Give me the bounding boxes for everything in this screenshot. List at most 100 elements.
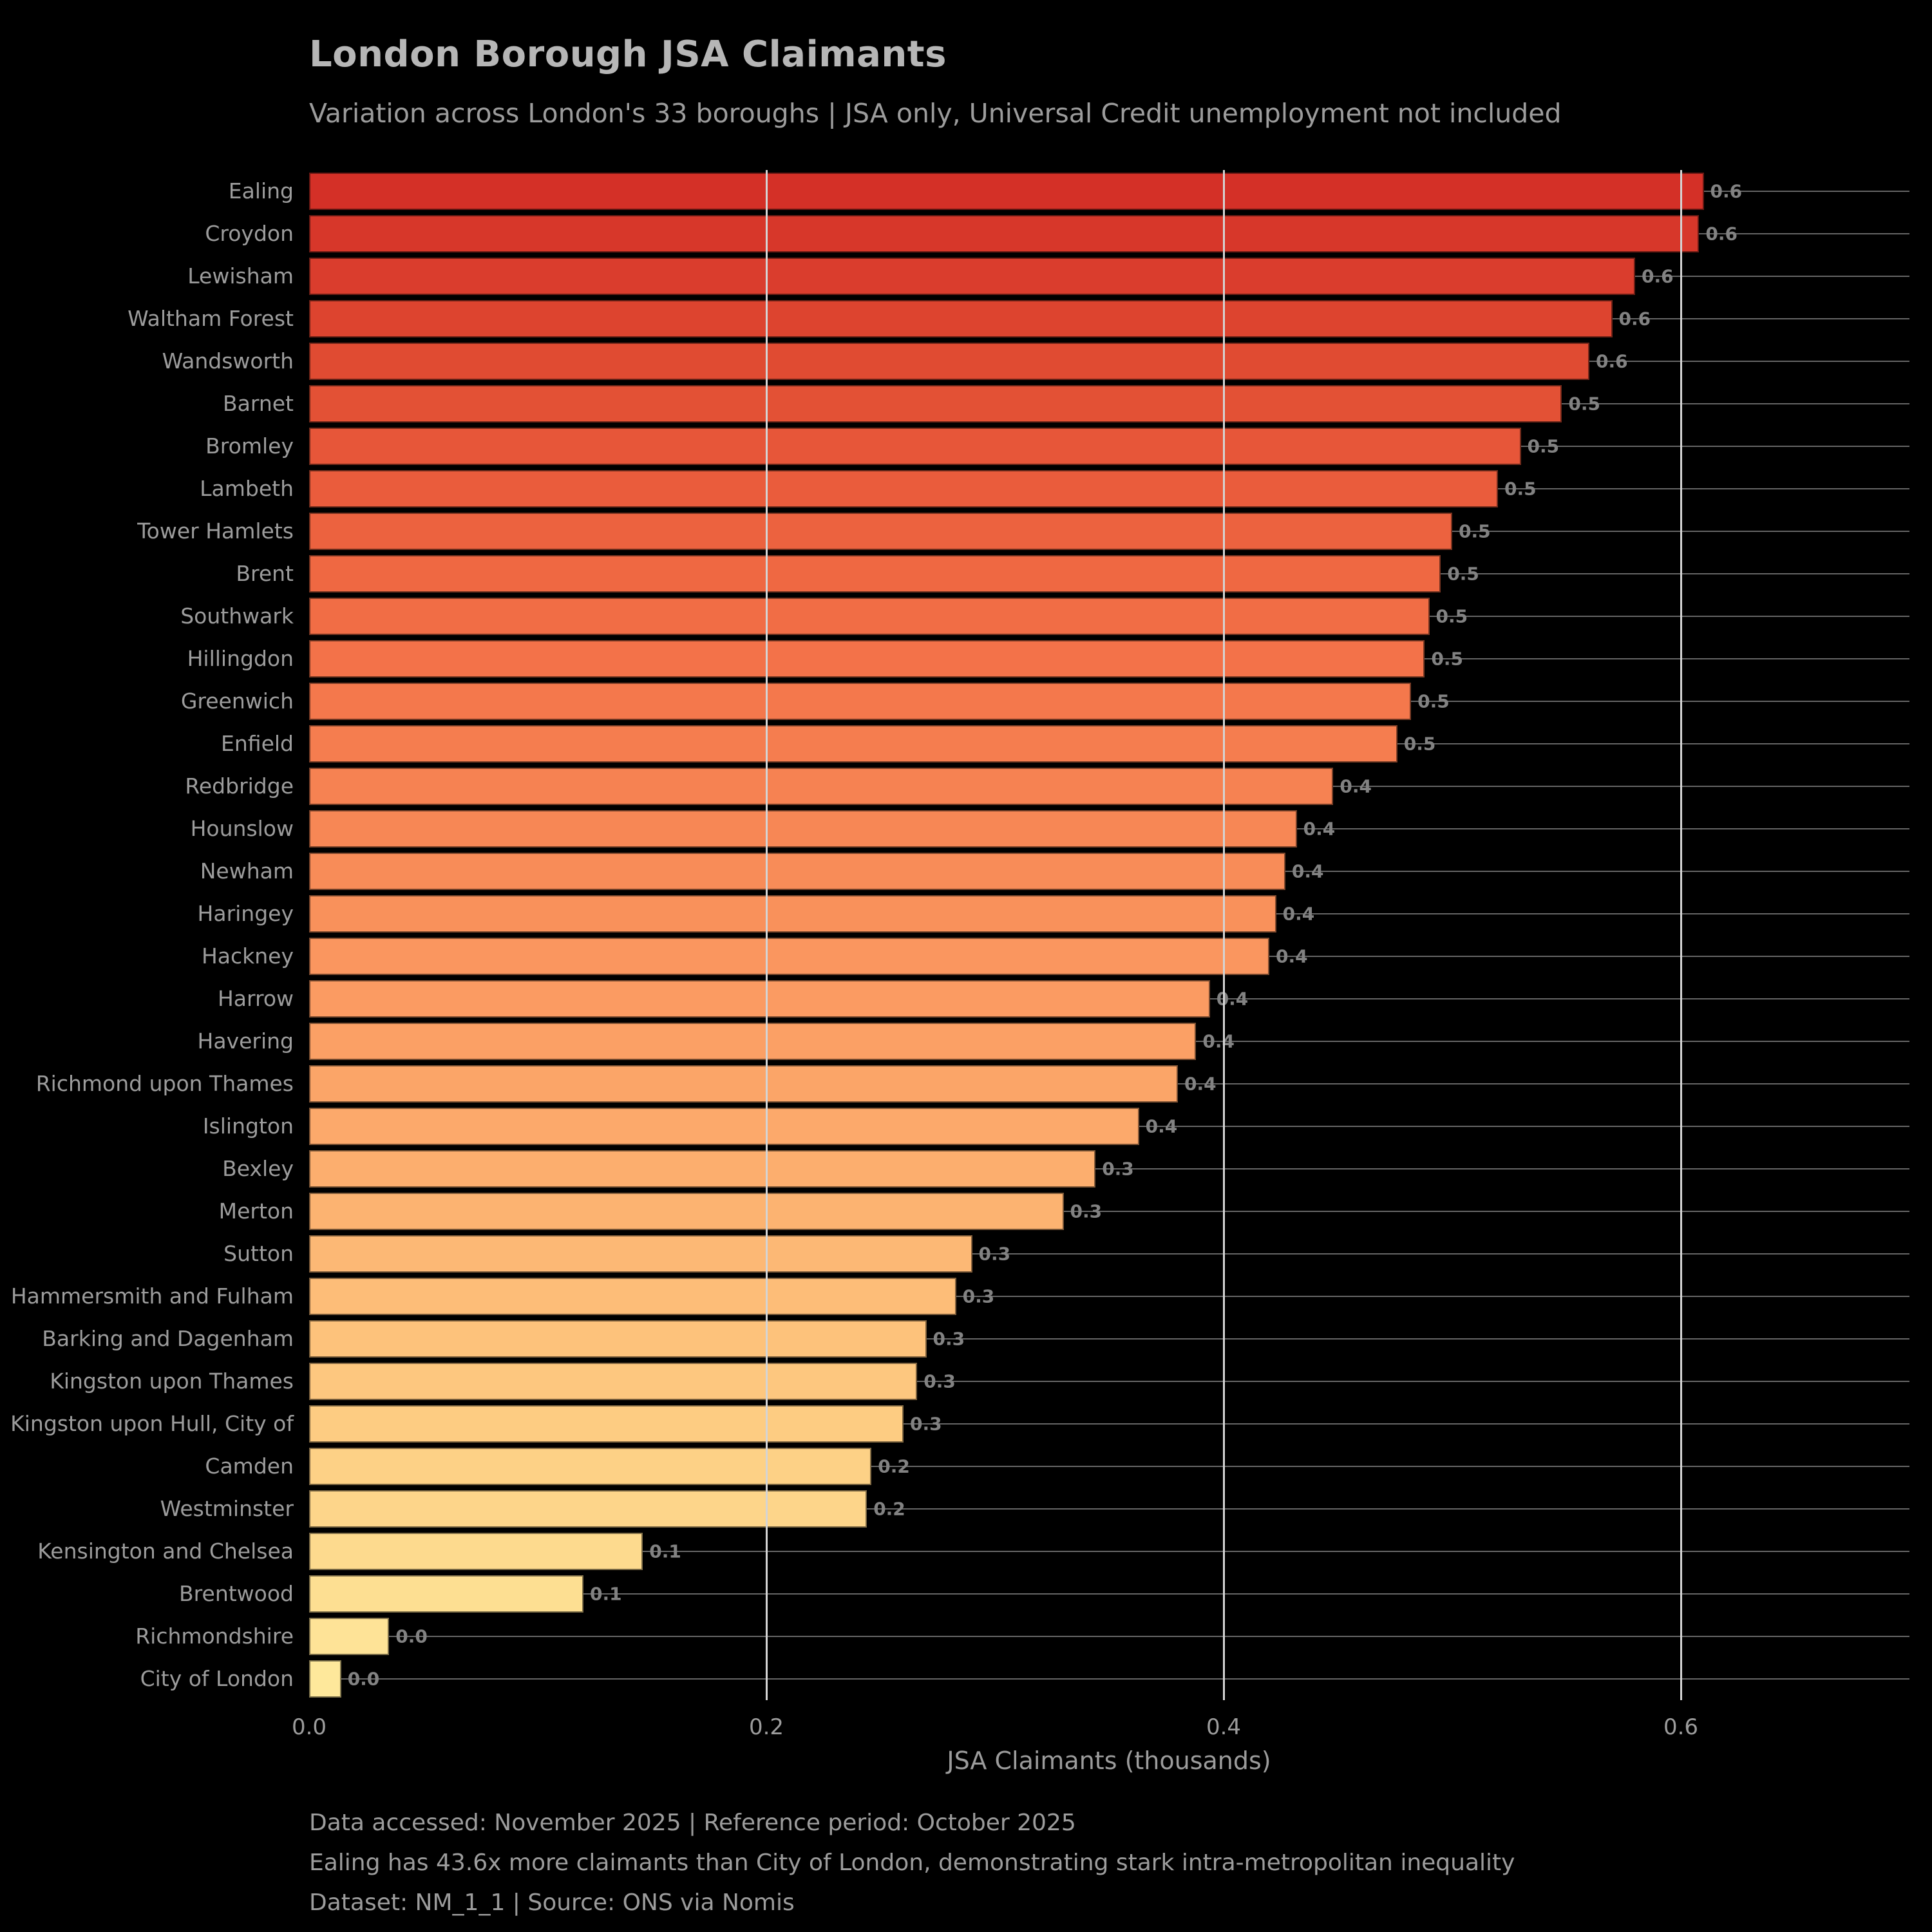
bar — [309, 980, 1210, 1018]
bar-value-label: 0.4 — [1202, 1030, 1235, 1052]
y-axis-label: Kensington and Chelsea — [37, 1539, 294, 1564]
plot-area: 0.6 0.6 0.6 0.6 0.6 0.5 0.5 0.5 0.5 0.5 0.5 0.5 0.5 0… — [292, 170, 1909, 1740]
h-gridline — [309, 1551, 1909, 1552]
bar — [309, 683, 1412, 720]
bar-value-label: 0.5 — [1431, 648, 1463, 670]
bar-value-label: 0.1 — [590, 1583, 622, 1605]
h-gridline — [309, 1168, 1909, 1170]
y-axis-label: Bexley — [222, 1156, 294, 1181]
bar — [309, 1150, 1096, 1188]
bar-value-label: 0.5 — [1403, 733, 1436, 755]
bar-value-label: 0.6 — [1642, 265, 1674, 287]
y-axis-label: Barking and Dagenham — [42, 1326, 294, 1351]
bar-value-label: 0.6 — [1596, 350, 1628, 372]
bar-value-label: 0.4 — [1276, 945, 1308, 967]
y-axis-label: City of London — [140, 1666, 294, 1691]
footer-line-insight: Ealing has 43.6x more claimants than Cit… — [309, 1850, 1515, 1876]
y-axis-label: Enfield — [221, 731, 294, 756]
bar — [309, 1490, 867, 1528]
y-axis-label: Islington — [202, 1113, 294, 1139]
y-axis-label: Lewisham — [187, 263, 294, 289]
bar — [309, 1660, 341, 1698]
y-axis-label: Brent — [236, 561, 294, 586]
bar — [309, 1448, 872, 1485]
y-axis-label: Harrow — [217, 986, 294, 1011]
bar-value-label: 0.3 — [962, 1285, 995, 1307]
bar-value-label: 0.2 — [878, 1455, 910, 1477]
bar-value-label: 0.5 — [1527, 435, 1560, 457]
y-axis-label: Newham — [200, 858, 294, 884]
bar — [309, 173, 1704, 210]
y-axis-label: Lambeth — [200, 476, 294, 501]
bar — [309, 768, 1334, 805]
y-axis-label: Waltham Forest — [128, 306, 294, 331]
bar-value-label: 0.3 — [1102, 1158, 1134, 1180]
h-gridline — [309, 1253, 1909, 1255]
h-gridline — [309, 1593, 1909, 1595]
y-axis-label: Kingston upon Hull, City of — [10, 1411, 294, 1436]
bar — [309, 1278, 956, 1315]
bar — [309, 1618, 390, 1655]
y-axis-label: Tower Hamlets — [137, 518, 294, 544]
bar-value-label: 0.4 — [1216, 988, 1249, 1010]
y-axis-label: Southwark — [180, 603, 294, 629]
bar-value-label: 0.5 — [1459, 520, 1491, 542]
h-gridline — [309, 1508, 1909, 1510]
bar-value-label: 0.4 — [1340, 775, 1372, 797]
y-axis-label: Croydon — [205, 221, 294, 246]
bar — [309, 598, 1430, 635]
bar-value-label: 0.4 — [1291, 860, 1324, 882]
bar — [309, 215, 1700, 252]
bar — [309, 428, 1521, 465]
h-gridline — [309, 1636, 1909, 1637]
bar-value-label: 0.6 — [1618, 308, 1651, 330]
y-axis-label: Richmondshire — [135, 1624, 294, 1649]
bar — [309, 300, 1613, 337]
y-axis-label: Hackney — [201, 943, 294, 969]
bar-value-label: 0.5 — [1568, 393, 1600, 415]
x-tick-label: 0.6 — [1663, 1714, 1699, 1740]
bar-value-label: 0.3 — [1070, 1200, 1103, 1222]
y-axis-label: Sutton — [223, 1241, 294, 1266]
bar — [309, 1065, 1178, 1103]
y-axis-label: Hillingdon — [187, 646, 294, 671]
bar-value-label: 0.6 — [1710, 180, 1743, 202]
bar-value-label: 0.3 — [910, 1413, 942, 1435]
bar-value-label: 0.3 — [923, 1370, 956, 1392]
y-axis-label: Greenwich — [180, 688, 294, 714]
bar-value-label: 0.6 — [1705, 223, 1738, 245]
bar-value-label: 0.4 — [1145, 1115, 1178, 1137]
bar-value-label: 0.5 — [1435, 605, 1468, 627]
y-axis-label: Haringey — [197, 901, 294, 926]
h-gridline — [309, 1338, 1909, 1340]
bar — [309, 810, 1297, 848]
bar — [309, 1023, 1197, 1060]
bar-value-label: 0.5 — [1504, 478, 1537, 500]
y-axis-label: Havering — [197, 1028, 294, 1054]
y-axis-label: Camden — [205, 1454, 294, 1479]
y-axis-label: Bromley — [205, 433, 294, 459]
y-axis-label: Westminster — [160, 1496, 294, 1521]
y-axis-label: Wandsworth — [162, 348, 294, 374]
h-gridline — [309, 1423, 1909, 1425]
bar-value-label: 0.2 — [873, 1498, 905, 1520]
bar — [309, 895, 1276, 933]
y-axis-label: Hounslow — [190, 816, 294, 841]
bar-value-label: 0.4 — [1282, 903, 1315, 925]
bar — [309, 343, 1589, 380]
x-tick-label: 0.0 — [291, 1714, 327, 1740]
bar — [309, 1108, 1139, 1145]
h-gridline — [309, 1381, 1909, 1382]
v-gridline — [1680, 170, 1682, 1700]
bar-value-label: 0.0 — [347, 1668, 380, 1690]
bar — [309, 1575, 583, 1613]
bar-value-label: 0.4 — [1184, 1073, 1217, 1095]
bar-value-label: 0.3 — [978, 1243, 1011, 1265]
y-axis-label: Richmond upon Thames — [35, 1071, 294, 1096]
bar — [309, 1235, 972, 1273]
v-gridline — [766, 170, 768, 1700]
h-gridline — [309, 1296, 1909, 1297]
h-gridline — [309, 1211, 1909, 1212]
y-axis-label: Redbridge — [185, 773, 294, 799]
